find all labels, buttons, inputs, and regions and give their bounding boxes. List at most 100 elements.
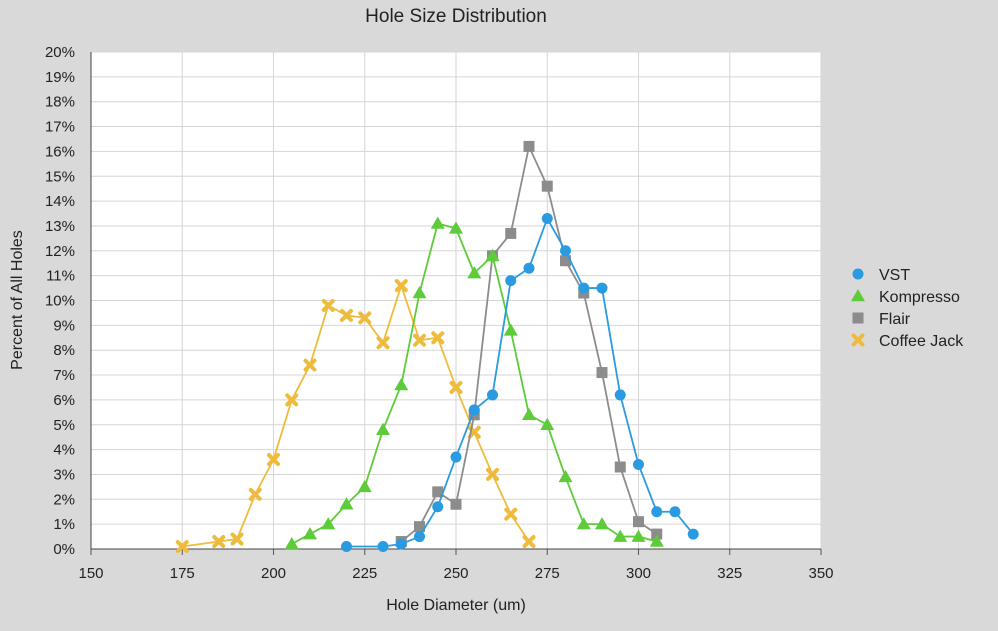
data-point-coffee-jack xyxy=(267,453,280,467)
data-point-flair xyxy=(523,140,535,152)
data-point-kompresso xyxy=(449,221,463,234)
legend-marker-vst xyxy=(852,268,864,280)
x-marker-stroke xyxy=(522,535,536,549)
y-tick-label: 2% xyxy=(53,491,75,508)
x-tick-label: 325 xyxy=(717,565,742,582)
x-tick-label: 150 xyxy=(78,565,103,582)
data-point-vst xyxy=(669,506,681,518)
x-marker-stroke xyxy=(431,331,445,345)
x-marker-stroke xyxy=(267,453,280,467)
data-point-kompresso xyxy=(430,216,445,229)
data-point-vst xyxy=(487,389,498,401)
x-tick-label: 250 xyxy=(443,565,468,582)
data-point-vst xyxy=(395,538,407,550)
data-point-vst xyxy=(614,389,626,401)
data-point-coffee-jack xyxy=(175,540,189,554)
legend-label-vst: VST xyxy=(879,267,910,284)
data-point-kompresso xyxy=(303,527,317,540)
x-marker-stroke xyxy=(230,532,244,546)
data-point-kompresso xyxy=(649,534,664,547)
data-point-kompresso xyxy=(339,497,354,510)
x-axis-label: Hole Diameter (um) xyxy=(386,597,526,614)
x-marker-stroke xyxy=(467,425,481,439)
data-point-vst xyxy=(596,282,608,294)
x-marker-stroke xyxy=(486,467,499,481)
data-point-kompresso xyxy=(522,407,536,421)
x-marker-stroke xyxy=(212,535,226,549)
legend-marker-coffee-jack xyxy=(851,333,865,347)
y-tick-label: 11% xyxy=(46,268,75,285)
data-point-flair xyxy=(450,498,462,510)
x-marker-stroke xyxy=(321,298,335,312)
y-tick-label: 16% xyxy=(45,143,75,160)
y-tick-label: 12% xyxy=(45,243,75,260)
data-point-kompresso xyxy=(485,248,500,262)
x-marker-stroke xyxy=(285,393,299,407)
legend: VST Kompresso Flair Coffee Jack xyxy=(851,267,964,350)
data-point-flair xyxy=(596,367,608,379)
axes xyxy=(90,52,822,555)
x-marker-stroke xyxy=(504,507,518,521)
y-tick-label: 9% xyxy=(53,317,75,334)
y-tick-label: 1% xyxy=(53,516,75,533)
data-point-coffee-jack xyxy=(449,380,463,394)
x-marker-stroke xyxy=(248,487,262,501)
data-point-coffee-jack xyxy=(413,333,426,347)
legend-item-kompresso: Kompresso xyxy=(851,289,960,306)
x-marker-stroke xyxy=(340,308,353,322)
data-point-vst xyxy=(414,531,425,543)
data-point-vst xyxy=(651,506,663,518)
y-tick-label: 13% xyxy=(45,218,75,235)
data-point-flair xyxy=(633,516,644,528)
x-marker-stroke xyxy=(851,333,865,347)
y-tick-label: 6% xyxy=(53,392,75,409)
data-point-vst xyxy=(633,459,644,471)
data-point-vst xyxy=(468,404,480,416)
data-point-flair xyxy=(541,180,553,192)
grid-lines xyxy=(91,51,822,549)
legend-label-flair: Flair xyxy=(879,311,911,328)
data-point-vst xyxy=(541,212,553,224)
y-tick-label: 10% xyxy=(45,293,75,310)
x-tick-label: 275 xyxy=(535,565,560,582)
data-point-coffee-jack xyxy=(376,336,390,350)
series-coffee-jack xyxy=(175,279,536,554)
data-point-vst xyxy=(450,451,462,463)
data-point-coffee-jack xyxy=(340,308,353,322)
tick-labels: 0% 1% 2% 3% 4% 5% 6% 7% 8% 9% 10% 11% 12% 13% 14% 15% 16… xyxy=(45,44,834,582)
x-marker-stroke xyxy=(413,333,426,347)
data-point-flair xyxy=(560,255,571,267)
data-point-flair xyxy=(651,528,663,540)
x-marker-stroke xyxy=(449,380,463,394)
x-tick-label: 300 xyxy=(626,565,651,582)
data-point-kompresso xyxy=(376,422,390,435)
y-tick-label: 15% xyxy=(45,168,75,185)
data-point-vst xyxy=(432,501,444,513)
x-tick-label: 200 xyxy=(261,565,286,582)
y-tick-label: 3% xyxy=(53,466,75,483)
x-marker-stroke xyxy=(376,336,390,350)
chart-title: Hole Size Distribution xyxy=(365,6,547,27)
data-point-coffee-jack xyxy=(394,279,408,293)
data-point-coffee-jack xyxy=(321,298,335,312)
data-point-kompresso xyxy=(321,517,336,530)
legend-marker-flair xyxy=(852,312,864,324)
data-point-vst xyxy=(687,528,699,540)
y-axis-label: Percent of All Holes xyxy=(9,230,26,370)
y-tick-label: 18% xyxy=(45,94,75,111)
data-point-kompresso xyxy=(595,517,609,530)
data-point-vst xyxy=(523,262,535,274)
y-tick-label: 20% xyxy=(45,44,75,61)
data-point-coffee-jack xyxy=(431,331,445,345)
data-point-kompresso xyxy=(394,377,409,391)
x-tick-label: 350 xyxy=(808,565,833,582)
y-tick-label: 8% xyxy=(53,342,75,359)
legend-label-kompresso: Kompresso xyxy=(879,289,960,306)
legend-item-coffee-jack: Coffee Jack xyxy=(851,333,964,350)
data-point-kompresso xyxy=(631,529,646,542)
data-point-coffee-jack xyxy=(285,393,299,407)
y-tick-label: 5% xyxy=(53,417,75,434)
data-point-vst xyxy=(505,275,517,287)
data-point-coffee-jack xyxy=(486,467,499,481)
